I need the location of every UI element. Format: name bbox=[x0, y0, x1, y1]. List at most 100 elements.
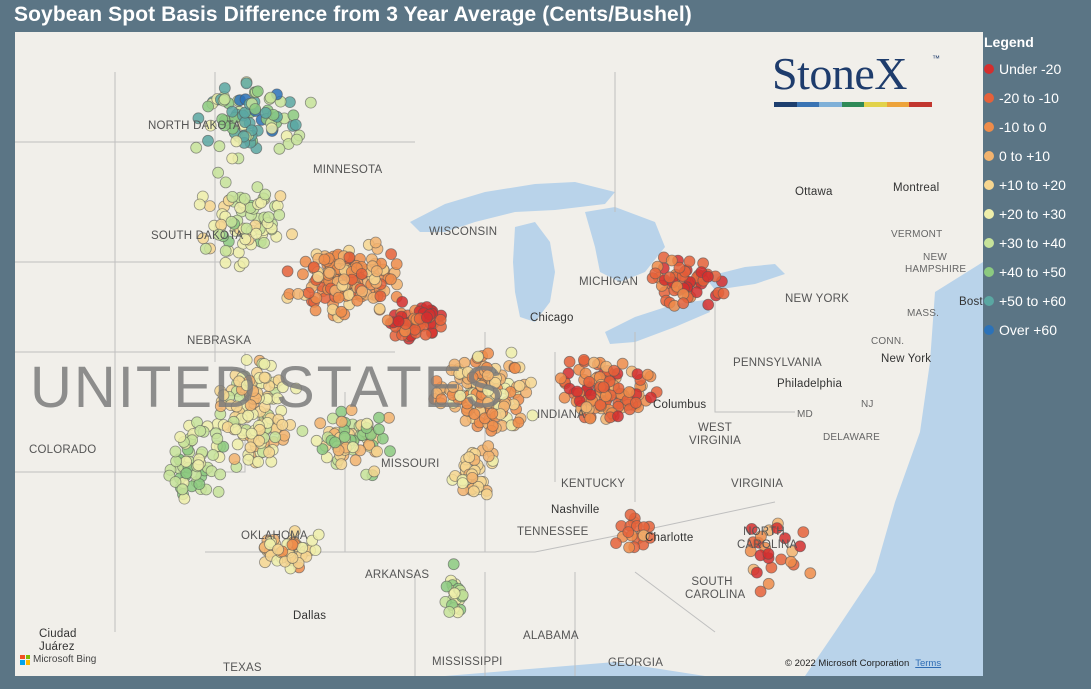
location-marker[interactable] bbox=[218, 93, 231, 106]
location-marker[interactable] bbox=[588, 356, 600, 369]
location-marker[interactable] bbox=[775, 553, 788, 566]
location-marker[interactable] bbox=[216, 113, 229, 126]
legend-item[interactable]: +40 to +50 bbox=[984, 257, 1091, 286]
location-marker[interactable] bbox=[180, 467, 193, 480]
location-marker[interactable] bbox=[237, 256, 250, 269]
location-marker[interactable] bbox=[435, 393, 448, 406]
location-marker[interactable] bbox=[612, 382, 625, 395]
location-marker[interactable] bbox=[702, 270, 714, 283]
legend-item[interactable]: +20 to +30 bbox=[984, 199, 1091, 228]
location-marker[interactable] bbox=[329, 436, 342, 449]
location-marker[interactable] bbox=[447, 380, 460, 393]
location-marker[interactable] bbox=[461, 397, 474, 410]
location-marker[interactable] bbox=[396, 295, 409, 308]
location-marker[interactable] bbox=[263, 446, 276, 459]
location-marker[interactable] bbox=[371, 445, 383, 458]
location-marker[interactable] bbox=[563, 355, 576, 368]
location-marker[interactable] bbox=[612, 410, 624, 423]
location-marker[interactable] bbox=[466, 371, 479, 384]
location-marker[interactable] bbox=[276, 418, 289, 431]
location-marker[interactable] bbox=[271, 392, 284, 405]
location-marker[interactable] bbox=[513, 379, 526, 392]
location-marker[interactable] bbox=[240, 77, 253, 90]
location-marker[interactable] bbox=[176, 483, 189, 496]
location-marker[interactable] bbox=[226, 152, 239, 165]
location-marker[interactable] bbox=[203, 200, 216, 213]
map-canvas[interactable]: UNITED STATES NORTH DAKOTA MINNESOTA SOU… bbox=[15, 32, 983, 676]
location-marker[interactable] bbox=[194, 424, 207, 437]
location-marker[interactable] bbox=[192, 112, 205, 125]
location-marker[interactable] bbox=[215, 218, 228, 231]
location-marker[interactable] bbox=[381, 314, 394, 327]
location-marker[interactable] bbox=[356, 285, 369, 298]
location-marker[interactable] bbox=[217, 440, 230, 453]
location-marker[interactable] bbox=[219, 176, 232, 189]
location-marker[interactable] bbox=[169, 476, 182, 488]
location-marker[interactable] bbox=[212, 485, 225, 498]
location-marker[interactable] bbox=[804, 567, 817, 580]
location-marker[interactable] bbox=[345, 404, 358, 417]
location-marker[interactable] bbox=[211, 432, 224, 445]
location-marker[interactable] bbox=[228, 453, 241, 465]
location-marker[interactable] bbox=[486, 407, 499, 420]
location-marker[interactable] bbox=[384, 445, 396, 458]
location-marker[interactable] bbox=[584, 388, 597, 401]
location-marker[interactable] bbox=[214, 468, 227, 481]
location-marker[interactable] bbox=[287, 109, 300, 122]
location-marker[interactable] bbox=[645, 391, 657, 404]
location-marker[interactable] bbox=[390, 258, 403, 271]
location-marker[interactable] bbox=[312, 528, 325, 541]
location-marker[interactable] bbox=[623, 541, 635, 554]
location-marker[interactable] bbox=[525, 376, 537, 389]
location-marker[interactable] bbox=[597, 381, 610, 394]
location-marker[interactable] bbox=[281, 265, 294, 278]
location-marker[interactable] bbox=[463, 451, 476, 464]
location-marker[interactable] bbox=[440, 580, 453, 593]
location-marker[interactable] bbox=[259, 107, 272, 119]
location-marker[interactable] bbox=[212, 166, 225, 179]
location-marker[interactable] bbox=[174, 431, 187, 443]
location-marker[interactable] bbox=[307, 261, 320, 274]
location-marker[interactable] bbox=[199, 242, 212, 255]
location-marker[interactable] bbox=[448, 358, 461, 371]
location-marker[interactable] bbox=[273, 142, 286, 155]
location-marker[interactable] bbox=[482, 384, 495, 397]
location-marker[interactable] bbox=[512, 416, 525, 429]
location-marker[interactable] bbox=[631, 368, 644, 381]
location-marker[interactable] bbox=[571, 385, 583, 398]
location-marker[interactable] bbox=[355, 268, 368, 280]
legend-item[interactable]: Under -20 bbox=[984, 54, 1091, 83]
location-marker[interactable] bbox=[272, 543, 285, 556]
location-marker[interactable] bbox=[509, 362, 521, 375]
legend-item[interactable]: +30 to +40 bbox=[984, 228, 1091, 257]
location-marker[interactable] bbox=[290, 382, 303, 395]
location-marker[interactable] bbox=[316, 443, 329, 456]
location-marker[interactable] bbox=[447, 558, 460, 571]
location-marker[interactable] bbox=[190, 141, 203, 154]
location-marker[interactable] bbox=[419, 328, 432, 341]
location-marker[interactable] bbox=[583, 375, 596, 388]
location-marker[interactable] bbox=[229, 423, 242, 436]
location-marker[interactable] bbox=[240, 354, 253, 366]
location-marker[interactable] bbox=[771, 522, 783, 535]
location-marker[interactable] bbox=[202, 100, 215, 113]
location-marker[interactable] bbox=[296, 425, 309, 437]
location-marker[interactable] bbox=[468, 408, 481, 421]
location-marker[interactable] bbox=[219, 256, 232, 269]
location-marker[interactable] bbox=[554, 372, 567, 385]
location-marker[interactable] bbox=[349, 454, 362, 467]
location-marker[interactable] bbox=[420, 311, 433, 324]
location-marker[interactable] bbox=[351, 294, 364, 307]
location-marker[interactable] bbox=[368, 465, 381, 478]
location-marker[interactable] bbox=[762, 547, 775, 560]
location-marker[interactable] bbox=[584, 412, 597, 425]
location-marker[interactable] bbox=[374, 290, 387, 303]
location-marker[interactable] bbox=[258, 236, 270, 249]
location-marker[interactable] bbox=[318, 253, 331, 266]
location-marker[interactable] bbox=[332, 291, 345, 304]
location-marker[interactable] bbox=[226, 190, 239, 203]
terms-link[interactable]: Terms bbox=[915, 658, 942, 669]
location-marker[interactable] bbox=[608, 364, 620, 377]
location-marker[interactable] bbox=[637, 529, 650, 542]
location-marker[interactable] bbox=[309, 304, 322, 317]
